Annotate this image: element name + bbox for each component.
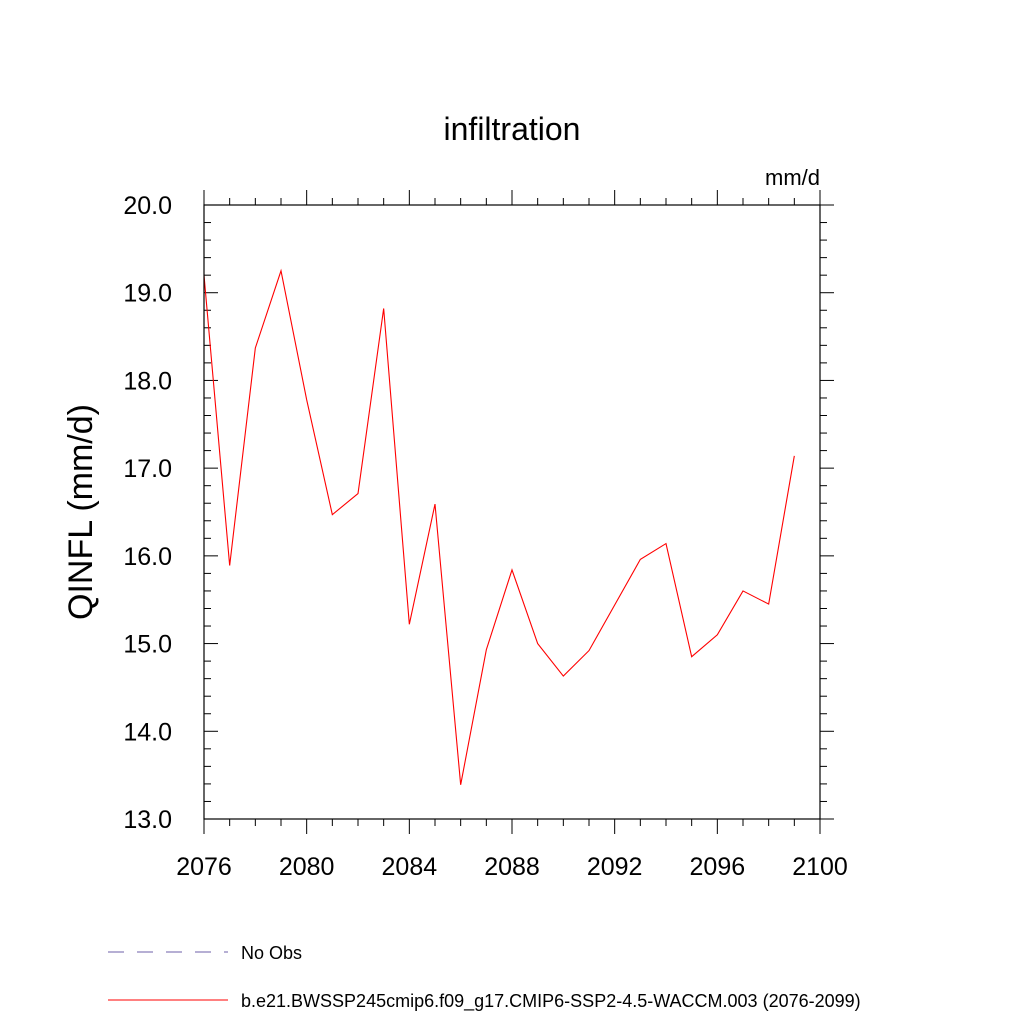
x-tick-label: 2084 [382,853,438,881]
y-tick-label: 14.0 [123,718,172,746]
x-tick-label: 2076 [176,853,232,881]
series-layer [203,268,795,785]
y-tick-label: 16.0 [123,543,172,571]
y-tick-label: 20.0 [123,192,172,220]
y-axis-label: QINFL (mm/d) [62,404,100,620]
legend-label: b.e21.BWSSP245cmip6.f09_g17.CMIP6-SSP2-4… [241,991,861,1012]
series-line-0 [203,268,795,785]
y-tick-label: 13.0 [123,806,172,834]
x-tick-label: 2100 [792,853,848,881]
legend-label: No Obs [241,943,302,963]
units-label: mm/d [765,165,820,190]
chart-title: infiltration [444,111,581,147]
plot-frame [203,204,821,820]
y-tick-label: 17.0 [123,455,172,483]
x-tick-label: 2096 [690,853,746,881]
x-tick-label: 2092 [587,853,643,881]
y-tick-label: 15.0 [123,631,172,659]
x-tick-label: 2080 [279,853,335,881]
legend: No Obs b.e21.BWSSP245cmip6.f09_g17.CMIP6-… [108,943,861,1012]
y-tick-label: 18.0 [123,367,172,395]
y-tick-label: 19.0 [123,280,172,308]
x-tick-label: 2088 [484,853,540,881]
axis-ticks: 2076 2080 2084 2088 2092 2096 2100 13.0 14.0 15.0… [123,190,848,881]
